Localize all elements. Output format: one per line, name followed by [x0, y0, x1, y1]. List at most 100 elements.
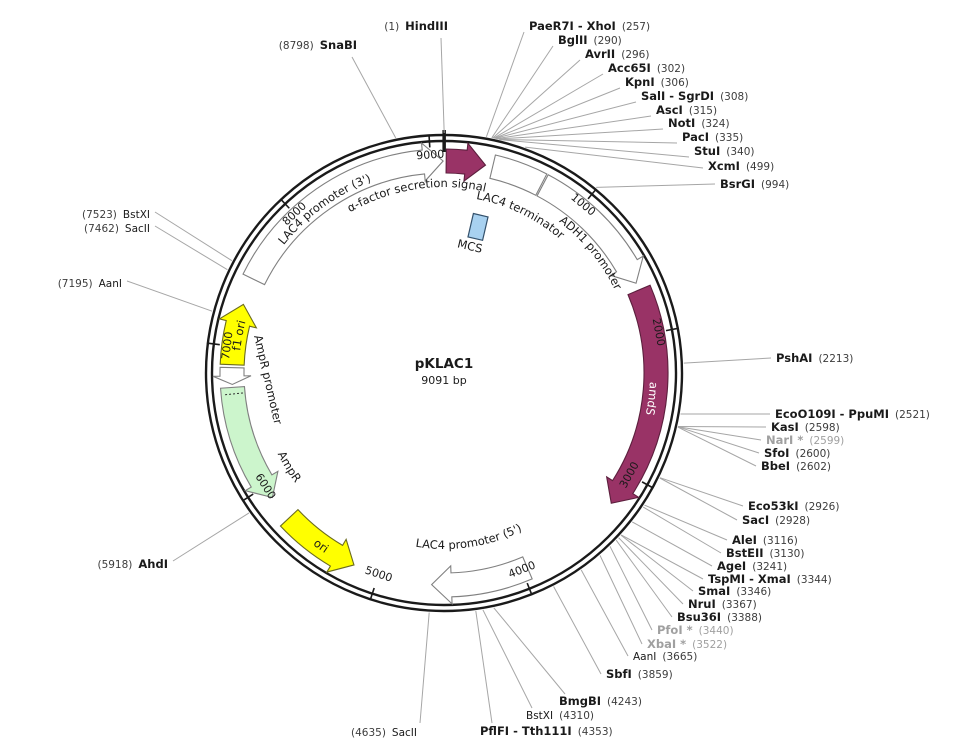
site-label-XcmI-499: XcmI (499) — [708, 159, 774, 173]
site-label-Bsu36I-3388: Bsu36I (3388) — [677, 610, 762, 624]
site-label-AleI-3116: AleI (3116) — [732, 533, 798, 547]
leader-line-BstXI-4310 — [482, 609, 533, 709]
plasmid-title-group: pKLAC1 9091 bp — [415, 356, 473, 387]
tick-label-7000: 7000 — [219, 331, 235, 360]
tick-mark-1000 — [587, 188, 597, 200]
leader-line-PaeR7IXhoI-257 — [485, 31, 525, 137]
leader-line-AleI-3116 — [644, 504, 728, 541]
site-label-BsrGI-994: BsrGI (994) — [720, 177, 789, 191]
feature-label-lac4-promoter-5: LAC4 promoter (5') — [415, 521, 524, 552]
site-label-SacII-4635: (4635) SacII — [351, 727, 417, 739]
leader-line-BmgBI-4243 — [493, 607, 566, 695]
site-label-PflFITth111I-4353: PflFI - Tth111I (4353) — [480, 724, 613, 738]
site-label-SacI-2928: SacI (2928) — [742, 513, 810, 527]
site-label-BglII-290: BglII (290) — [558, 33, 622, 47]
leader-line-SbfI-3859 — [553, 586, 602, 675]
leader-line-PshAI-2213 — [683, 357, 772, 364]
site-label-Eco53kI-2926: Eco53kI (2926) — [748, 499, 839, 513]
leader-line-StuI-340 — [499, 139, 690, 158]
site-label-NotI-324: NotI (324) — [668, 116, 730, 130]
leader-line-AanI-3665 — [580, 569, 629, 657]
leader-line-BstEII-3130 — [642, 506, 722, 554]
leader-line-HindIII-1 — [440, 37, 445, 134]
feature-arrow-f1-ori — [217, 303, 258, 366]
site-label-SfoI-2600: SfoI (2600) — [764, 446, 830, 460]
site-label-HindIII-1: (1) HindIII — [384, 19, 448, 33]
site-label-PshAI-2213: PshAI (2213) — [776, 351, 853, 365]
leader-line-SacII-4635 — [419, 612, 430, 724]
leader-line-SacII-7462 — [154, 225, 228, 271]
leader-line-Eco53kI-2926 — [659, 477, 744, 507]
site-label-AanI-3665: AanI (3665) — [633, 651, 697, 663]
leader-line-AgeI-3241 — [631, 521, 713, 567]
site-label-NarI-2599: NarI * (2599) — [766, 433, 844, 447]
site-label-AanI-7195: (7195) AanI — [58, 278, 122, 290]
leader-line-AanI-7195 — [126, 280, 213, 312]
leader-line-Bsu36I-3388 — [615, 539, 673, 618]
mcs-rect — [467, 212, 489, 242]
leader-line-NarI-2599 — [677, 426, 762, 441]
site-label-AvrII-296: AvrII (296) — [585, 47, 649, 61]
leader-line-XbaI-3522 — [599, 555, 643, 645]
leader-line-TspMIXmaI-3344 — [620, 534, 704, 580]
site-label-TspMIXmaI-3344: TspMI - XmaI (3344) — [708, 572, 832, 586]
tick-mark-5000 — [369, 587, 375, 601]
leader-line-SmaI-3346 — [620, 534, 694, 592]
tick-mark-6000 — [241, 493, 254, 502]
backbone-ring-inner — [210, 139, 678, 607]
leader-line-NruI-3367 — [618, 537, 684, 605]
site-label-BbeI-2602: BbeI (2602) — [761, 459, 831, 473]
site-label-KasI-2598: KasI (2598) — [771, 420, 840, 434]
plasmid-name: pKLAC1 — [415, 356, 473, 372]
site-label-SmaI-3346: SmaI (3346) — [698, 584, 771, 598]
site-label-AscI-315: AscI (315) — [656, 103, 717, 117]
feature-label-path-AmpR — [259, 297, 433, 558]
leader-line-AhdI-5918 — [172, 512, 250, 562]
feature-arrow-adh1-promoter — [536, 173, 645, 284]
leader-line-SnaBI-8798 — [351, 56, 397, 139]
tick-mark-2000 — [665, 327, 679, 332]
site-label-AgeI-3241: AgeI (3241) — [717, 559, 787, 573]
site-label-BstEII-3130: BstEII (3130) — [726, 546, 804, 560]
site-label-SacII-7462: (7462) SacII — [84, 223, 150, 235]
tick-mark-7000 — [206, 342, 220, 346]
feature-label-AmpR-promoter: AmpR promoter — [251, 334, 285, 426]
tick-label-2000: 2000 — [650, 317, 668, 347]
leader-line-BstXI-7523 — [154, 211, 233, 262]
feature-arrow-AmpR-promoter — [212, 366, 252, 386]
site-label-PfoI-3440: PfoI * (3440) — [657, 623, 734, 637]
leader-line-AscI-315 — [495, 115, 652, 140]
feature-arrow-AmpR — [219, 385, 279, 499]
site-label-KpnI-306: KpnI (306) — [625, 75, 689, 89]
leader-line-KpnI-306 — [494, 87, 621, 139]
leader-line-BsrGI-994 — [596, 183, 716, 188]
leader-line-BbeI-2602 — [677, 426, 757, 467]
feature-boundary-dash-AmpR — [223, 392, 244, 396]
feature-label-AmpR: AmpR — [275, 449, 304, 485]
feature-arrow-lac4-terminator — [489, 154, 548, 197]
site-label-PacI-335: PacI (335) — [682, 130, 743, 144]
mcs-marker: MCS — [456, 212, 489, 256]
site-label-SbfI-3859: SbfI (3859) — [606, 667, 673, 681]
feature-arrow-lac4-promoter-3 — [242, 141, 444, 286]
tick-mark-3000 — [641, 481, 654, 489]
plasmid-size: 9091 bp — [421, 374, 466, 387]
site-label-EcoO109IPpuMI-2521: EcoO109I - PpuMI (2521) — [775, 407, 930, 421]
leader-line-SfoI-2600 — [677, 426, 760, 454]
leader-line-PfoI-3440 — [609, 546, 653, 631]
site-label-SalISgrDI-308: SalI - SgrDI (308) — [641, 89, 748, 103]
feature-arrow-alpha-factor-secretion-signal — [445, 141, 487, 183]
leader-line-PflFITth111I-4353 — [475, 610, 493, 724]
leader-line-Acc65I-302 — [493, 73, 604, 139]
feature-arrow-ori — [279, 508, 355, 573]
feature-label-f1-ori: f1 ori — [229, 319, 248, 352]
leader-line-XcmI-499 — [525, 146, 704, 169]
mcs-label: MCS — [456, 236, 484, 255]
leader-line-SalISgrDI-308 — [494, 101, 637, 139]
site-label-PaeR7IXhoI-257: PaeR7I - XhoI (257) — [529, 19, 650, 33]
site-label-BmgBI-4243: BmgBI (4243) — [559, 694, 642, 708]
tick-label-5000: 5000 — [363, 564, 394, 585]
site-label-NruI-3367: NruI (3367) — [688, 597, 757, 611]
